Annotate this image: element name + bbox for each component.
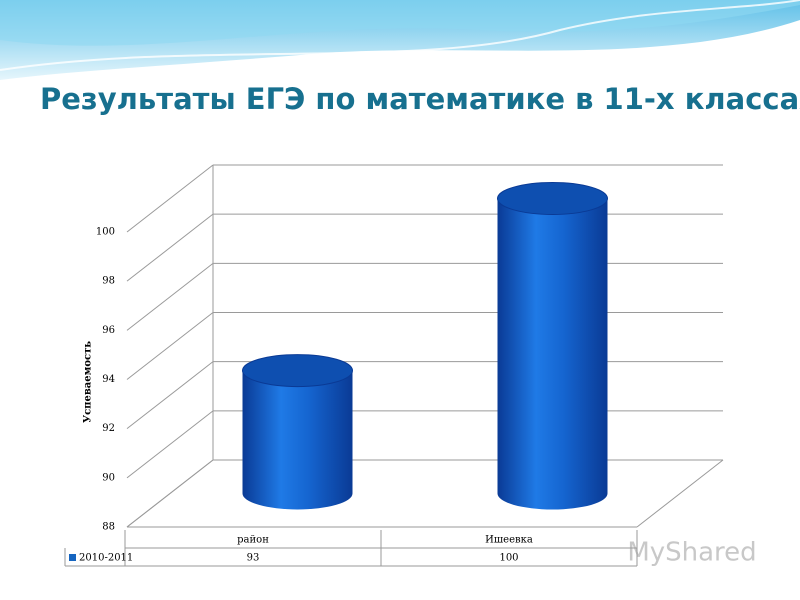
data-label: 93 <box>247 553 260 564</box>
bar-top <box>497 182 608 215</box>
data-label: 100 <box>499 553 518 564</box>
bar <box>242 354 353 510</box>
floor-edge <box>636 459 724 528</box>
y-tick-label: 92 <box>102 423 115 434</box>
grid-line <box>126 262 214 331</box>
y-axis-title: Успеваемость <box>83 341 94 423</box>
slide-title: Результаты ЕГЭ по математике в 11-х клас… <box>40 82 800 116</box>
legend-label: 2010-2011 <box>79 553 133 564</box>
grid-line <box>126 410 214 479</box>
wave-line <box>0 0 800 71</box>
bar-body <box>242 370 353 510</box>
grid-line <box>126 459 214 528</box>
bar-body <box>497 198 608 510</box>
grid-line <box>126 164 214 233</box>
y-tick-label: 90 <box>102 472 115 483</box>
y-tick-label: 96 <box>102 325 115 336</box>
y-tick-label: 88 <box>102 522 115 533</box>
watermark: MyShared <box>627 538 756 568</box>
bar-top <box>242 354 353 388</box>
y-tick-label: 94 <box>102 374 115 385</box>
wave <box>0 0 800 46</box>
plot: 88 90 92 94 96 98 100 район Ишеевка 2010-2011 93 10… <box>64 164 724 567</box>
grid-line <box>126 312 214 380</box>
y-tick-label: 98 <box>102 276 115 287</box>
grid-line <box>126 213 214 282</box>
x-tick-label: Ишеевка <box>485 535 533 546</box>
grid-line <box>126 361 214 430</box>
bar <box>497 182 608 510</box>
legend-swatch <box>69 554 76 561</box>
y-tick-label: 100 <box>96 227 115 238</box>
x-tick-label: район <box>237 535 269 546</box>
